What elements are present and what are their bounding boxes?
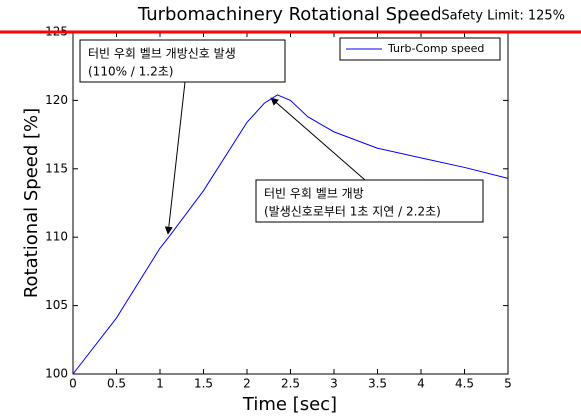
annotation-text: 터빈 우회 벨브 개방신호 발생 <box>88 47 236 61</box>
x-tick-label: 2 <box>243 377 251 391</box>
annotation-text: (110% / 1.2초) <box>88 65 173 79</box>
x-tick-label: 2.5 <box>281 377 300 391</box>
y-tick-label: 105 <box>45 298 68 312</box>
annotation-2: 터빈 우회 벨브 개방 (발생신호로부터 1초 지연 / 2.2초) <box>255 97 484 223</box>
safety-limit-label: Safety Limit: 125% <box>441 9 565 24</box>
x-tick-label: 3.5 <box>368 377 387 391</box>
annotation-box <box>79 39 286 83</box>
y-tick-label: 115 <box>45 161 68 175</box>
x-tick-label: 5 <box>504 377 512 391</box>
line-series <box>72 94 509 375</box>
annotation-box <box>255 179 484 223</box>
annotation-text: 터빈 우회 벨브 개방 <box>264 187 364 201</box>
legend: Turb-Comp speed <box>339 37 501 61</box>
annotation-1: 터빈 우회 벨브 개방신호 발생 (110% / 1.2초) <box>79 39 286 235</box>
x-tick-label: 1.5 <box>194 377 213 391</box>
annotation-text: (발생신호로부터 1초 지연 / 2.2초) <box>264 205 441 219</box>
annotation-arrow <box>270 97 366 181</box>
chart-title: Turbomachinery Rotational Speed <box>137 4 442 25</box>
x-axis-label: Time [sec] <box>242 394 337 415</box>
safety-label-bg <box>440 6 570 26</box>
legend-label: Turb-Comp speed <box>387 42 484 55</box>
x-tick-label: 1 <box>156 377 164 391</box>
x-tick-label: 3 <box>330 377 338 391</box>
x-tick-label: 4 <box>417 377 425 391</box>
x-tick-label: 0 <box>69 377 77 391</box>
y-tick-label: 110 <box>45 230 68 244</box>
y-axis-label: Rotational Speed [%] <box>21 108 42 298</box>
x-tick-label: 4.5 <box>455 377 474 391</box>
legend-box <box>339 37 501 61</box>
y-tick-label: 120 <box>45 93 68 107</box>
y-tick-label: 100 <box>45 367 68 381</box>
annotation-arrow <box>164 81 186 235</box>
x-tick-label: 0.5 <box>107 377 126 391</box>
